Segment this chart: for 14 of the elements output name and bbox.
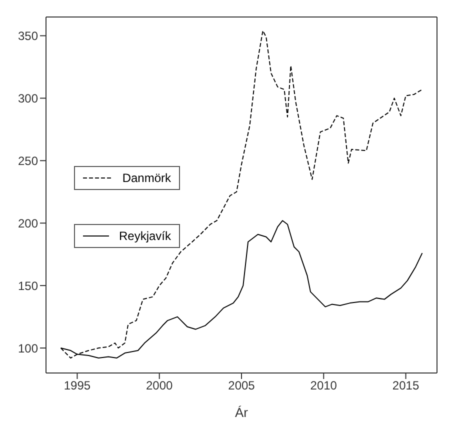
x-tick-label: 2015	[392, 378, 420, 393]
y-tick-label: 200	[18, 216, 38, 230]
x-tick-label: 2010	[310, 378, 338, 393]
x-tick-label: 2005	[228, 378, 256, 393]
y-tick-label: 150	[18, 278, 38, 293]
x-axis-title: Ár	[235, 405, 249, 420]
y-tick-label: 250	[18, 154, 38, 168]
x-tick-label: 2000	[146, 378, 174, 393]
y-tick-label: 350	[18, 28, 38, 43]
legend-label: Reykjavík	[118, 229, 171, 243]
y-tick-label: 300	[18, 91, 38, 106]
x-tick-label: 1995	[64, 378, 91, 393]
y-tick-label: 100	[18, 341, 38, 356]
legend-label: Danmörk	[122, 171, 171, 185]
